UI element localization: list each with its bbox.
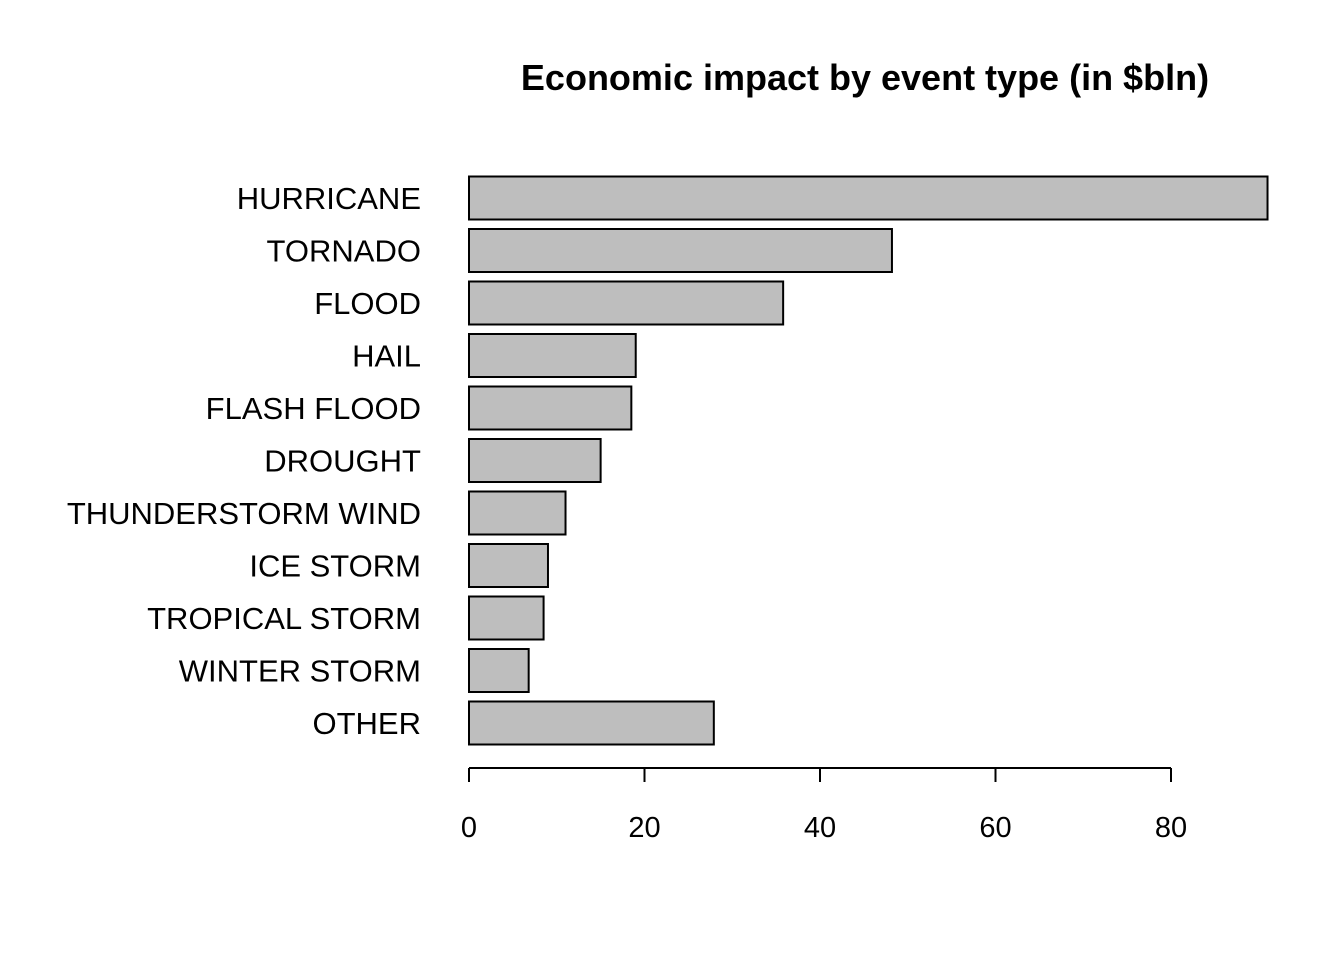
bars (468, 175, 1269, 746)
category-label-hurricane: HURRICANE (237, 181, 421, 216)
bar-flood (468, 280, 785, 326)
bar-ice-storm (468, 543, 549, 588)
x-tick-label-60: 60 (979, 812, 1011, 844)
category-label-tropical-storm: TROPICAL STORM (147, 601, 421, 636)
bar-thunderstorm-wind (468, 490, 567, 536)
bar-tropical-storm (468, 595, 545, 641)
category-label-drought: DROUGHT (264, 444, 421, 479)
bar-flash-flood (468, 385, 633, 431)
category-label-flash-flood: FLASH FLOOD (206, 391, 421, 426)
x-tick-label-0: 0 (461, 812, 477, 844)
chart-title: Economic impact by event type (in $bln) (521, 57, 1209, 98)
bar-hail (468, 333, 637, 378)
x-tick-label-40: 40 (804, 812, 836, 844)
category-label-tornado: TORNADO (267, 234, 421, 269)
category-label-hail: HAIL (352, 339, 421, 374)
category-label-flood: FLOOD (314, 286, 421, 321)
bar-drought (468, 438, 602, 483)
bar-hurricane (468, 175, 1269, 221)
bar-other (468, 700, 715, 746)
category-label-winter-storm: WINTER STORM (179, 654, 421, 689)
category-labels: HURRICANE TORNADO FLOOD HAIL FLASH FLOOD DROU… (67, 181, 421, 741)
category-label-ice-storm: ICE STORM (249, 549, 421, 584)
category-label-other: OTHER (313, 706, 422, 741)
x-axis: 0 20 40 60 80 (461, 767, 1187, 844)
bar-winter-storm (468, 648, 530, 693)
bar-tornado (468, 228, 893, 273)
x-tick-label-80: 80 (1155, 812, 1187, 844)
category-label-thunderstorm-wind: THUNDERSTORM WIND (67, 496, 421, 531)
x-tick-label-20: 20 (628, 812, 660, 844)
